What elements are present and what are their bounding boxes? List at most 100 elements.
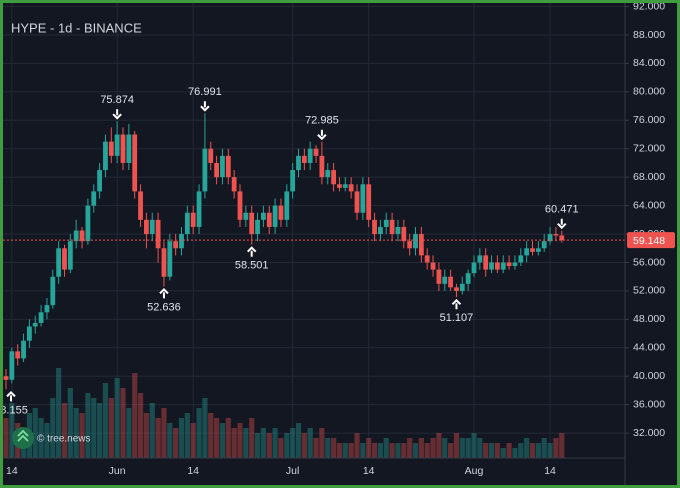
candle-body (477, 255, 483, 263)
volume-bar (126, 408, 132, 458)
candle-body (342, 184, 348, 188)
candle-body (184, 212, 190, 235)
candle-body (21, 340, 26, 359)
extreme-label: 58.501 (235, 260, 269, 272)
candle-body (395, 226, 401, 235)
candle-body (220, 155, 225, 178)
volume-bar (430, 438, 436, 458)
candle-body (389, 219, 395, 235)
candle-body (354, 191, 360, 213)
volume-bar (477, 438, 483, 458)
volume-bar (313, 438, 319, 458)
x-tick-label: 14 (6, 465, 18, 477)
candle-body (424, 255, 430, 263)
volume-bar (272, 428, 278, 458)
volume-bar (38, 418, 44, 458)
candle-body (173, 241, 179, 249)
candle-body (348, 184, 354, 192)
y-tick-label: 88.000 (633, 29, 665, 41)
volume-bar (91, 398, 97, 458)
candle-body (331, 170, 336, 185)
candle-body (284, 191, 290, 220)
volume-bar (284, 433, 290, 458)
candle-body (44, 305, 50, 313)
extreme-label: 51.107 (440, 312, 474, 324)
volume-bar (395, 443, 401, 458)
volume-bar (202, 398, 208, 458)
candle-body (144, 219, 149, 235)
volume-bar (149, 403, 155, 458)
volume-bar (535, 443, 541, 458)
volume-bar (249, 418, 255, 458)
candle-body (272, 205, 278, 227)
extreme-arrow (6, 390, 16, 402)
extreme-arrow (557, 218, 567, 230)
extreme-label: 52.636 (147, 301, 181, 313)
candle-body (126, 134, 132, 163)
candle-body (383, 219, 389, 227)
candle-body (155, 219, 161, 249)
candle-body (500, 262, 506, 270)
volume-bar (32, 408, 38, 458)
volume-bar (278, 438, 284, 458)
volume-bar (559, 433, 565, 458)
volume-bar (407, 438, 413, 458)
volume-bar (459, 438, 465, 458)
candle-body (360, 184, 366, 213)
volume-bar (389, 443, 395, 458)
candle-body (495, 262, 500, 270)
candle-body (296, 155, 301, 171)
extreme-arrow (246, 246, 257, 257)
candle-body (97, 170, 102, 192)
candle-body (79, 230, 85, 242)
volume-bar (219, 423, 226, 458)
volume-bar (97, 403, 103, 458)
x-tick-label: 14 (187, 465, 199, 477)
candle-layer (3, 113, 565, 390)
volume-bar (541, 438, 547, 458)
volume-bar (465, 438, 471, 458)
y-tick-label: 32.000 (633, 427, 665, 439)
volume-bar (371, 443, 378, 458)
volume-bar (553, 438, 559, 458)
candle-body (3, 376, 9, 380)
volume-bar (79, 413, 85, 458)
candle-body (436, 269, 442, 284)
candle-body (231, 177, 237, 192)
volume-bar (231, 428, 237, 458)
volume-bar (512, 448, 518, 458)
candle-body (489, 262, 494, 270)
volume-bar (61, 403, 68, 458)
volume-bar (56, 368, 62, 458)
volume-bar (418, 438, 424, 458)
candle-body (372, 219, 377, 235)
candle-body (255, 219, 260, 235)
volume-bar (354, 433, 360, 458)
volume-bar (254, 433, 261, 458)
candle-body (535, 248, 541, 252)
volume-bar (488, 443, 495, 458)
candle-body (50, 276, 56, 306)
volume-bar (424, 443, 430, 458)
candle-body (179, 234, 184, 249)
volume-bar (290, 428, 296, 458)
volume-bar (120, 388, 126, 458)
candle-body (149, 219, 155, 235)
volume-bar (500, 448, 506, 458)
candle-body (459, 283, 465, 291)
volume-bar (436, 433, 442, 458)
volume-bar (190, 423, 196, 458)
candle-body (249, 212, 255, 235)
y-tick-label: 64.000 (633, 199, 665, 211)
volume-bar (529, 443, 536, 458)
y-tick-label: 72.000 (633, 143, 665, 155)
volume-bar (301, 433, 307, 458)
volume-bar (44, 423, 50, 458)
candle-body (167, 241, 173, 277)
candle-body (261, 212, 266, 220)
y-tick-label: 68.000 (633, 171, 665, 183)
candle-body (430, 262, 436, 270)
candle-body (319, 155, 325, 178)
y-tick-label: 44.000 (633, 342, 665, 354)
volume-bar (453, 433, 460, 458)
